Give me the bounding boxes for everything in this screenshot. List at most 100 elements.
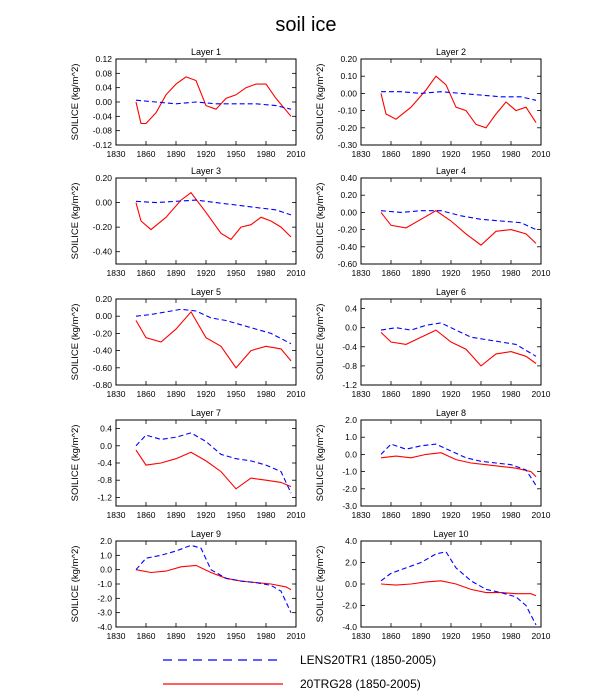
x-tick-label: 1860	[137, 149, 156, 159]
plot-frame	[115, 177, 297, 265]
series-lens20tr1	[135, 99, 292, 110]
x-tick-label: 1950	[227, 149, 246, 159]
panel-title: Layer 6	[436, 287, 466, 297]
y-tick-label: 0.40	[340, 173, 357, 183]
series-lens20tr1	[135, 308, 292, 345]
x-tick-label: 1890	[167, 510, 186, 520]
plot-frame	[115, 298, 297, 386]
series-lens20tr1	[380, 322, 537, 357]
y-tick-label: -0.08	[93, 126, 113, 136]
x-tick-label: 1980	[502, 631, 521, 641]
x-tick-label: 1830	[352, 389, 371, 399]
y-tick-label: -0.4	[342, 342, 357, 352]
x-tick-label: 2010	[532, 510, 551, 520]
y-tick-label: 0.0	[345, 449, 357, 459]
x-tick-label: 1860	[137, 268, 156, 278]
series-20trg28	[135, 449, 292, 490]
x-tick-label: 1950	[472, 268, 491, 278]
panel-layer-10: Layer 10 1830 1860 1890 1920 1950 1980 2010 4.0 2…	[315, 529, 551, 641]
x-tick-label: 1830	[107, 510, 126, 520]
y-tick-label: -1.2	[97, 492, 112, 502]
x-tick-label: 1920	[442, 389, 461, 399]
panel-layer-1: Layer 1 1830 1860 1890 1920 1950 1980 2010 0.12 0…	[70, 47, 306, 159]
y-tick-label: -0.40	[338, 242, 358, 252]
series-20trg28	[380, 580, 537, 597]
x-tick-label: 1980	[502, 268, 521, 278]
y-tick-label: 0.20	[340, 54, 357, 64]
series-lens20tr1	[380, 551, 537, 626]
x-tick-label: 1920	[197, 389, 216, 399]
y-axis-label: SOILICE (kg/m^2)	[70, 425, 81, 502]
series-20trg28	[135, 191, 292, 241]
y-tick-label: 1.0	[345, 432, 357, 442]
series-20trg28	[380, 329, 537, 367]
x-tick-label: 1890	[412, 149, 431, 159]
y-tick-label: -0.20	[93, 222, 113, 232]
x-tick-label: 1890	[167, 631, 186, 641]
y-tick-label: 0.00	[95, 198, 112, 208]
y-axis-label: SOILICE (kg/m^2)	[315, 425, 326, 502]
x-tick-label: 1920	[197, 510, 216, 520]
legend-label-lens20tr1: LENS20TR1 (1850-2005)	[300, 653, 436, 667]
x-tick-label: 1830	[107, 268, 126, 278]
x-tick-label: 2010	[287, 631, 306, 641]
y-axis-label: SOILICE (kg/m^2)	[70, 183, 81, 260]
y-axis-label: SOILICE (kg/m^2)	[70, 64, 81, 141]
y-tick-label: -4.0	[342, 622, 357, 632]
x-tick-label: 1980	[502, 510, 521, 520]
x-tick-label: 1830	[352, 631, 371, 641]
x-tick-label: 2010	[287, 510, 306, 520]
x-tick-label: 1980	[257, 631, 276, 641]
y-tick-label: 2.0	[345, 558, 357, 568]
series-lens20tr1	[135, 199, 292, 216]
y-axis-label: SOILICE (kg/m^2)	[315, 304, 326, 381]
y-axis-label: SOILICE (kg/m^2)	[315, 64, 326, 141]
y-tick-label: 0.00	[95, 311, 112, 321]
x-tick-label: 2010	[287, 268, 306, 278]
y-tick-label: -3.0	[342, 501, 357, 511]
x-tick-label: 2010	[532, 149, 551, 159]
x-tick-label: 2010	[532, 268, 551, 278]
y-tick-label: 0.4	[100, 424, 112, 434]
x-tick-label: 1920	[197, 268, 216, 278]
x-tick-label: 1830	[107, 389, 126, 399]
panel-title: Layer 4	[436, 166, 466, 176]
x-tick-label: 1830	[352, 510, 371, 520]
y-tick-label: 0.08	[95, 68, 112, 78]
y-tick-label: -2.0	[342, 484, 357, 494]
y-tick-label: -1.2	[342, 380, 357, 390]
plot-frame	[360, 58, 542, 146]
x-tick-label: 1860	[382, 389, 401, 399]
series-20trg28	[380, 75, 537, 129]
series-20trg28	[135, 76, 292, 125]
x-tick-label: 1860	[382, 149, 401, 159]
panel-layer-4: Layer 4 1830 1860 1890 1920 1950 1980 2010 0.40 0…	[315, 166, 551, 278]
panel-layer-6: Layer 6 1830 1860 1890 1920 1950 1980 2010 0.4 0.…	[315, 287, 551, 399]
panel-title: Layer 8	[436, 408, 466, 418]
plot-frame	[115, 419, 297, 507]
x-tick-label: 1920	[442, 149, 461, 159]
x-tick-label: 1890	[412, 389, 431, 399]
panel-title: Layer 5	[191, 287, 221, 297]
y-tick-label: -0.60	[93, 363, 113, 373]
y-tick-label: 0.0	[345, 323, 357, 333]
plot-frame	[115, 58, 297, 146]
panel-title: Layer 2	[436, 47, 466, 57]
x-tick-label: 2010	[532, 389, 551, 399]
x-tick-label: 2010	[287, 389, 306, 399]
x-tick-label: 1920	[197, 149, 216, 159]
panel-title: Layer 9	[191, 529, 221, 539]
y-tick-label: 0.00	[340, 88, 357, 98]
y-tick-label: -0.20	[338, 225, 358, 235]
y-tick-label: 0.20	[340, 190, 357, 200]
y-tick-label: 0.00	[95, 97, 112, 107]
x-tick-label: 1860	[382, 268, 401, 278]
plot-frame	[360, 419, 542, 507]
x-tick-label: 1860	[137, 389, 156, 399]
x-tick-label: 1830	[352, 149, 371, 159]
y-tick-label: 0.0	[345, 579, 357, 589]
y-tick-label: 0.12	[95, 54, 112, 64]
x-tick-label: 1890	[412, 631, 431, 641]
y-tick-label: -0.8	[342, 361, 357, 371]
series-20trg28	[380, 210, 537, 246]
